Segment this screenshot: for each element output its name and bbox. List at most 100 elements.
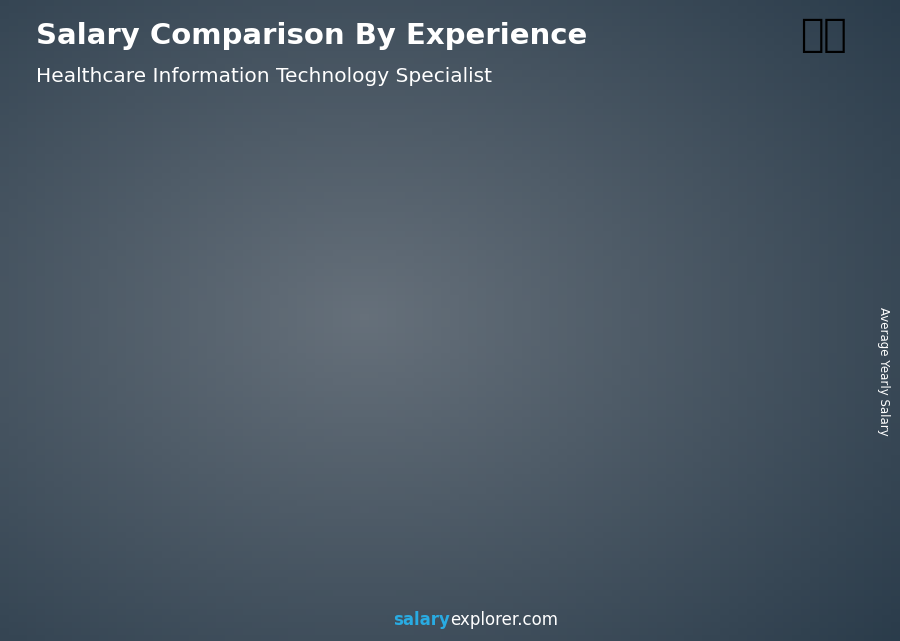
Bar (476, 346, 547, 350)
Bar (749, 301, 820, 306)
Bar (67, 467, 138, 469)
Bar (203, 568, 274, 570)
Bar (476, 406, 547, 411)
Text: Average Yearly Salary: Average Yearly Salary (878, 308, 890, 436)
Bar (339, 528, 410, 531)
Bar (749, 311, 820, 316)
Bar (749, 540, 820, 545)
Bar (613, 462, 683, 467)
Bar (749, 469, 820, 474)
Bar (67, 497, 138, 499)
Bar (613, 486, 683, 490)
Bar (476, 480, 547, 484)
Bar (476, 528, 547, 531)
Bar (749, 321, 820, 326)
Bar (476, 350, 547, 354)
Bar (476, 471, 547, 476)
Bar (749, 413, 820, 418)
Bar (339, 383, 410, 387)
Bar (749, 377, 820, 382)
Bar (476, 463, 547, 467)
Bar (203, 508, 274, 511)
Bar (476, 394, 547, 398)
Bar (339, 492, 410, 496)
Bar (67, 483, 138, 485)
Text: Healthcare Information Technology Specialist: Healthcare Information Technology Specia… (36, 67, 492, 87)
Bar (476, 372, 547, 376)
Bar (749, 387, 820, 392)
Bar (67, 531, 138, 533)
Bar (132, 463, 138, 570)
Bar (67, 519, 138, 520)
Bar (203, 496, 274, 499)
Bar (67, 526, 138, 528)
Bar (203, 475, 274, 478)
Bar (613, 378, 683, 382)
Bar (405, 358, 410, 570)
Bar (339, 379, 410, 383)
Bar (339, 436, 410, 440)
Bar (749, 494, 820, 499)
Bar (749, 453, 820, 458)
Bar (613, 335, 683, 340)
Bar (67, 547, 138, 549)
Bar (339, 443, 410, 447)
Bar (339, 475, 410, 478)
Bar (203, 446, 274, 449)
Bar (476, 488, 547, 493)
Bar (749, 565, 820, 570)
Bar (749, 463, 820, 469)
Bar (339, 514, 410, 517)
Bar (749, 306, 820, 311)
Bar (203, 482, 274, 485)
Bar (339, 415, 410, 418)
Bar (203, 511, 274, 513)
Bar (749, 408, 820, 413)
Bar (613, 514, 683, 519)
Bar (203, 554, 274, 556)
Bar (613, 401, 683, 406)
Text: +34%: +34% (122, 304, 185, 323)
Bar (749, 362, 820, 367)
Bar (749, 356, 820, 362)
Bar (814, 265, 820, 570)
Bar (203, 449, 274, 451)
Bar (67, 565, 138, 567)
Bar (339, 531, 410, 535)
Bar (67, 470, 138, 472)
Bar (613, 387, 683, 392)
Bar (203, 530, 274, 532)
Bar (67, 520, 138, 522)
Bar (67, 515, 138, 517)
Bar (476, 424, 547, 428)
Bar (203, 492, 274, 494)
Bar (339, 397, 410, 401)
Bar (613, 519, 683, 524)
Bar (67, 492, 138, 494)
Bar (203, 501, 274, 504)
Bar (203, 432, 274, 435)
Bar (476, 454, 547, 458)
Bar (203, 439, 274, 442)
Bar (749, 337, 820, 341)
Bar (339, 365, 410, 369)
Bar (203, 540, 274, 542)
Bar (339, 376, 410, 379)
Bar (339, 485, 410, 489)
Bar (476, 432, 547, 437)
Bar (203, 442, 274, 444)
Bar (67, 508, 138, 510)
Bar (613, 415, 683, 420)
Bar (749, 331, 820, 337)
Bar (203, 532, 274, 535)
Text: 64,600 USD: 64,600 USD (54, 443, 137, 457)
Bar (749, 418, 820, 423)
Bar (339, 401, 410, 404)
Bar (476, 333, 547, 337)
Bar (339, 482, 410, 485)
Bar (749, 428, 820, 433)
Bar (749, 367, 820, 372)
Bar (613, 438, 683, 444)
Bar (339, 496, 410, 499)
Bar (613, 434, 683, 438)
